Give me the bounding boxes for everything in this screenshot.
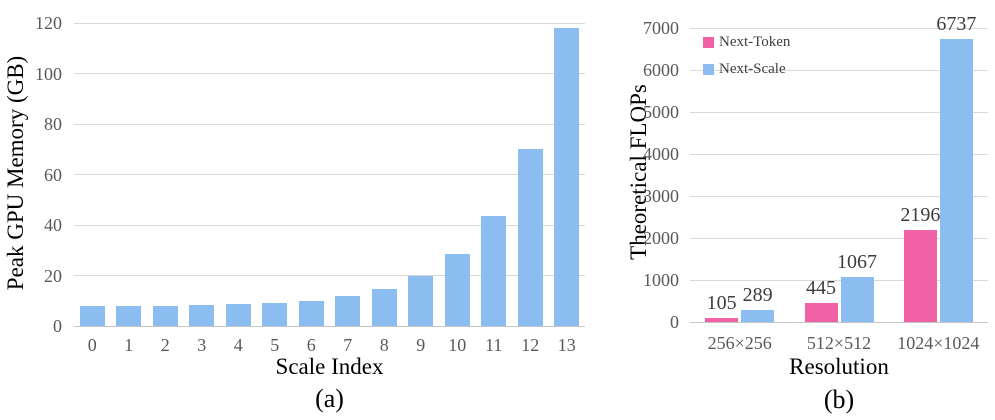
bar xyxy=(79,306,105,326)
x-tick-label: 8 xyxy=(379,335,389,355)
gridline xyxy=(690,195,988,197)
x-tick-label: 11 xyxy=(485,335,503,355)
y-tick-label: 7000 xyxy=(643,18,679,38)
gridline xyxy=(74,275,585,276)
bar xyxy=(517,149,543,326)
x-tick-label: 0 xyxy=(87,335,97,355)
bar-value-label: 289 xyxy=(742,283,773,306)
x-tick-label: 6 xyxy=(306,335,316,355)
legend-item: Next-Token xyxy=(703,29,790,56)
bar xyxy=(225,304,251,326)
bar xyxy=(116,305,142,326)
y-tick-label: 120 xyxy=(35,13,62,33)
x-tick-label: 13 xyxy=(557,335,576,355)
chart-b-panel: Theoretical FLOPs Next-Token Next-Scale R… xyxy=(615,0,995,420)
gridline xyxy=(690,279,988,281)
x-tick-label: 1 xyxy=(124,335,134,355)
gridline xyxy=(690,27,988,29)
bar xyxy=(371,288,397,326)
bar xyxy=(741,309,775,322)
bar xyxy=(444,254,470,326)
chart-a-x-axis-title: Scale Index xyxy=(275,354,384,379)
gridline xyxy=(74,224,585,226)
gridline xyxy=(690,69,988,71)
bar xyxy=(408,275,434,326)
y-tick-label: 2000 xyxy=(643,228,679,248)
x-tick-label: 7 xyxy=(343,335,353,355)
bar xyxy=(262,302,288,326)
gridline xyxy=(74,22,585,24)
chart-a-plot-area xyxy=(74,22,585,327)
chart-a-panel: Peak GPU Memory (GB) Scale Index (a) 0 20… xyxy=(3,13,585,413)
bar xyxy=(840,277,874,322)
bar-value-label: 6737 xyxy=(936,13,977,36)
bar xyxy=(554,28,580,326)
bar xyxy=(481,216,507,326)
gridline xyxy=(690,111,988,113)
x-tick-label: 10 xyxy=(448,335,467,355)
y-tick-label: 5000 xyxy=(643,102,679,122)
bar xyxy=(804,303,838,322)
y-tick-label: 100 xyxy=(35,63,62,84)
bar xyxy=(939,39,973,322)
x-tick-label: 3 xyxy=(197,335,207,355)
gridline xyxy=(74,174,585,175)
chart-b-plot-area xyxy=(690,27,988,323)
bar-value-label: 445 xyxy=(806,277,836,300)
chart-b-caption: (b) xyxy=(823,385,855,414)
y-tick-label: 80 xyxy=(44,114,62,134)
x-tick-label: 12 xyxy=(521,335,540,355)
legend-label: Next-Token xyxy=(719,34,791,50)
chart-b-x-axis-title: Resolution xyxy=(789,354,889,379)
legend-label: Next-Scale xyxy=(719,61,786,77)
x-tick-label: 5 xyxy=(270,335,280,355)
x-tick-label: 9 xyxy=(416,335,426,355)
legend: Next-Token Next-Scale xyxy=(703,29,790,83)
x-tick-label: 512×512 xyxy=(806,333,872,353)
bar-value-label: 105 xyxy=(706,291,737,314)
x-tick-label: 256×256 xyxy=(707,333,772,353)
y-tick-label: 1000 xyxy=(643,270,679,290)
bar-value-label: 2196 xyxy=(900,203,941,226)
y-tick-label: 4000 xyxy=(643,144,679,164)
y-tick-label: 6000 xyxy=(643,60,679,80)
gridline xyxy=(690,237,988,239)
y-tick-label: 20 xyxy=(44,265,62,286)
gridline xyxy=(74,73,585,74)
y-tick-label: 3000 xyxy=(643,186,679,206)
gridline xyxy=(690,153,988,155)
bar xyxy=(189,305,215,326)
bar xyxy=(335,296,361,326)
y-tick-label: 0 xyxy=(670,312,679,332)
bar xyxy=(903,229,937,322)
bar xyxy=(152,305,178,326)
x-tick-label: 4 xyxy=(233,335,243,355)
chart-a-caption: (a) xyxy=(315,384,344,413)
legend-swatch xyxy=(703,64,714,75)
bar xyxy=(705,317,739,322)
x-tick-label: 1024×1024 xyxy=(897,333,980,353)
gridline xyxy=(690,321,988,323)
legend-swatch xyxy=(703,37,714,48)
y-tick-label: 60 xyxy=(44,164,62,185)
y-tick-label: 0 xyxy=(53,316,62,336)
y-tick-label: 40 xyxy=(44,215,62,235)
x-tick-label: 2 xyxy=(160,335,170,355)
legend-item: Next-Scale xyxy=(703,56,790,83)
gridline xyxy=(74,123,585,125)
gridline xyxy=(74,325,585,327)
bar-value-label: 1067 xyxy=(837,251,877,274)
bar xyxy=(298,300,324,326)
